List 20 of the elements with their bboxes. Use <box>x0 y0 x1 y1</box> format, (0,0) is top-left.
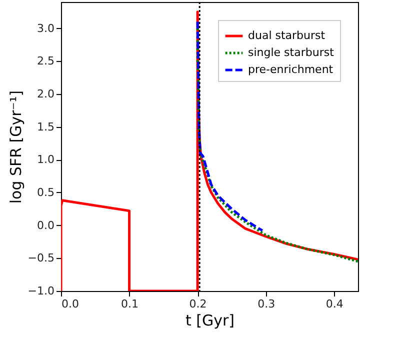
legend-label: single starburst <box>248 46 335 59</box>
y-tick-label: 2.0 <box>37 87 54 100</box>
y-tick-label: 3.0 <box>37 22 54 35</box>
y-tick-label: 2.5 <box>37 54 54 68</box>
x-axis-title: t [Gyr] <box>185 312 235 330</box>
y-axis-title: log SFR [Gyr⁻¹] <box>6 90 25 204</box>
y-tick-label: 0.5 <box>37 186 54 199</box>
x-tick-label: 0.3 <box>258 298 276 310</box>
y-tick-label: 1.5 <box>37 120 54 134</box>
x-tick-label: 0.1 <box>121 298 139 310</box>
legend-label: pre-enrichment <box>248 63 334 76</box>
y-tick-label: 0.0 <box>37 218 54 232</box>
x-tick-label: 0.2 <box>189 298 207 310</box>
x-tick-label: 0.4 <box>326 298 344 310</box>
legend-label: dual starburst <box>248 29 326 42</box>
y-tick-label: −0.5 <box>28 252 54 265</box>
line-series <box>196 27 358 263</box>
y-tick-label: 1.0 <box>37 153 54 166</box>
x-tick-label: 0.0 <box>62 298 79 310</box>
y-tick-label: −1.0 <box>28 284 54 298</box>
